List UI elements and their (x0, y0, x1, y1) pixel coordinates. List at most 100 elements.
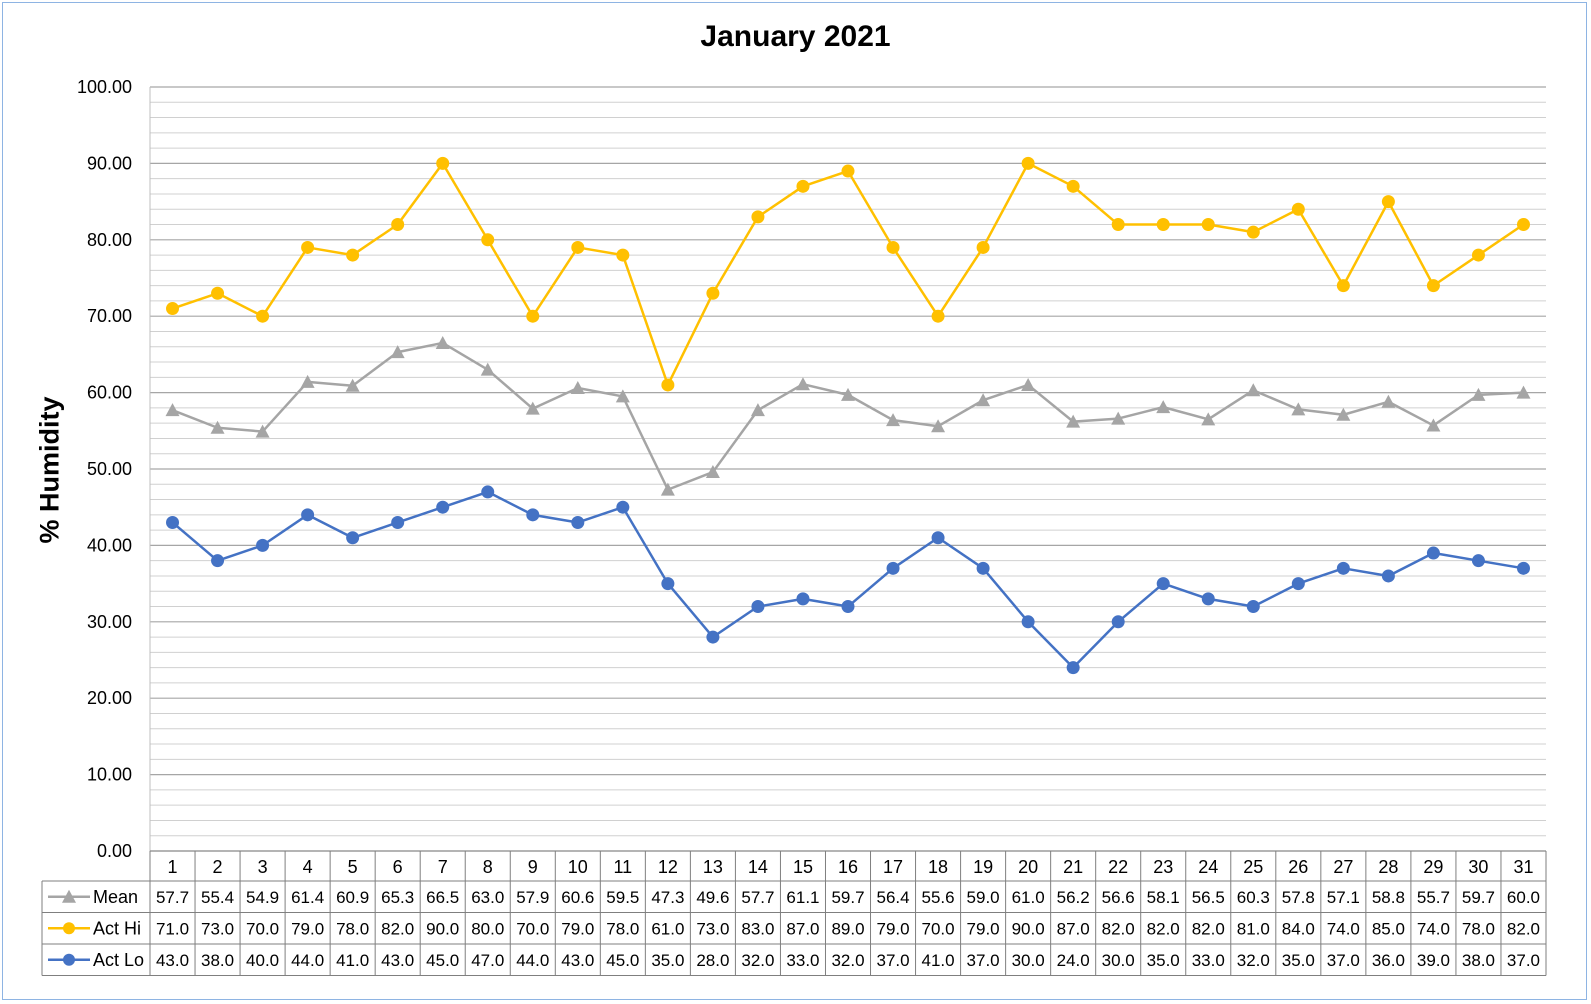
x-tick-label: 15 (793, 857, 813, 877)
data-point-circle (616, 500, 630, 514)
data-point-circle (976, 561, 990, 575)
table-cell: 70.0 (516, 919, 549, 938)
data-point-triangle (1246, 383, 1261, 397)
data-point-circle (1201, 592, 1215, 606)
table-cell: 60.9 (336, 888, 369, 907)
data-point-triangle (1201, 412, 1216, 426)
table-cell: 61.0 (651, 919, 684, 938)
table-cell: 57.8 (1282, 888, 1315, 907)
data-point-triangle (300, 374, 315, 388)
table-cell: 59.0 (967, 888, 1000, 907)
y-tick-label: 60.00 (87, 383, 132, 403)
table-cell: 32.0 (1237, 951, 1270, 970)
data-point-circle (1111, 615, 1125, 629)
data-point-triangle (525, 401, 540, 415)
data-point-circle (1021, 615, 1035, 629)
data-point-triangle (1336, 407, 1351, 421)
x-tick-label: 16 (838, 857, 858, 877)
y-tick-label: 50.00 (87, 459, 132, 479)
table-cell: 59.7 (1462, 888, 1495, 907)
data-point-triangle (1381, 394, 1396, 408)
table-cell: 57.7 (156, 888, 189, 907)
table-cell: 43.0 (156, 951, 189, 970)
table-cell: 38.0 (1462, 951, 1495, 970)
data-point-circle (346, 531, 360, 545)
data-point-triangle (1471, 387, 1486, 401)
data-table: 1 2 3 4 5 6 7 8 9 10 11 12 13 14 15 16 17 18 19 20 21 22 23 24 2… (41, 850, 1547, 976)
x-tick-label: 28 (1378, 857, 1398, 877)
data-point-circle (526, 309, 540, 323)
table-cell: 83.0 (741, 919, 774, 938)
data-point-circle (256, 309, 270, 323)
table-cell: 80.0 (471, 919, 504, 938)
data-point-triangle (660, 482, 675, 496)
table-cell: 82.0 (1102, 919, 1135, 938)
x-tick-label: 6 (393, 857, 403, 877)
table-cell: 54.9 (246, 888, 279, 907)
x-tick-label: 31 (1513, 857, 1533, 877)
table-cell: 30.0 (1102, 951, 1135, 970)
y-tick-label: 0.00 (97, 841, 132, 861)
table-cell: 55.7 (1417, 888, 1450, 907)
data-point-circle (1381, 569, 1395, 583)
data-point-triangle (390, 345, 405, 359)
data-point-circle (1336, 561, 1350, 575)
data-point-circle (661, 378, 675, 392)
table-cell: 73.0 (696, 919, 729, 938)
table-cell: 41.0 (336, 951, 369, 970)
x-tick-label: 1 (168, 857, 178, 877)
table-cell: 59.5 (606, 888, 639, 907)
table-cell: 61.4 (291, 888, 324, 907)
table-cell: 47.0 (471, 951, 504, 970)
table-cell: 57.1 (1327, 888, 1360, 907)
table-cell: 28.0 (696, 951, 729, 970)
data-point-circle (1156, 218, 1170, 232)
x-tick-label: 11 (613, 857, 632, 877)
data-point-circle (886, 240, 900, 254)
grid-layer (149, 86, 1546, 852)
table-cell: 35.0 (651, 951, 684, 970)
table-cell: 36.0 (1372, 951, 1405, 970)
series-line (172, 162, 1525, 387)
legend-marker-circle (63, 922, 75, 935)
data-point-circle (391, 218, 405, 232)
table-cell: 79.0 (876, 919, 909, 938)
table-cell: 90.0 (426, 919, 459, 938)
table-cell: 56.6 (1102, 888, 1135, 907)
y-tick-label: 90.00 (87, 153, 132, 173)
data-point-circle (706, 630, 720, 644)
x-tick-label: 27 (1333, 857, 1353, 877)
chart-title: January 2021 (700, 20, 891, 53)
y-tick-label: 20.00 (87, 688, 132, 708)
table-cell: 35.0 (1282, 951, 1315, 970)
data-point-circle (1291, 577, 1305, 591)
data-point-triangle (841, 387, 855, 401)
series-line (172, 341, 1524, 491)
table-cell: 43.0 (561, 951, 594, 970)
y-tick-label: 70.00 (87, 306, 132, 326)
x-tick-label: 21 (1063, 857, 1083, 877)
table-cell: 60.6 (561, 888, 594, 907)
data-point-circle (1066, 661, 1080, 675)
table-cell: 70.0 (246, 919, 279, 938)
data-point-circle (166, 302, 180, 316)
table-cell: 79.0 (967, 919, 1000, 938)
table-cell: 60.0 (1507, 888, 1540, 907)
data-point-circle (976, 240, 990, 254)
data-point-circle (796, 592, 810, 606)
y-tick-label: 30.00 (87, 612, 132, 632)
data-point-triangle (165, 403, 180, 417)
x-tick-label: 18 (928, 857, 948, 877)
data-point-circle (931, 531, 945, 545)
table-cell: 87.0 (1057, 919, 1090, 938)
data-point-circle (616, 248, 630, 262)
x-tick-label: 3 (258, 857, 268, 877)
legend-label: Mean (93, 887, 138, 907)
y-tick-label: 10.00 (87, 765, 132, 785)
table-cell: 56.4 (876, 888, 909, 907)
table-cell: 82.0 (381, 919, 414, 938)
table-cell: 55.6 (922, 888, 955, 907)
table-cell: 85.0 (1372, 919, 1405, 938)
data-point-circle (1516, 218, 1530, 232)
data-point-circle (256, 538, 270, 552)
